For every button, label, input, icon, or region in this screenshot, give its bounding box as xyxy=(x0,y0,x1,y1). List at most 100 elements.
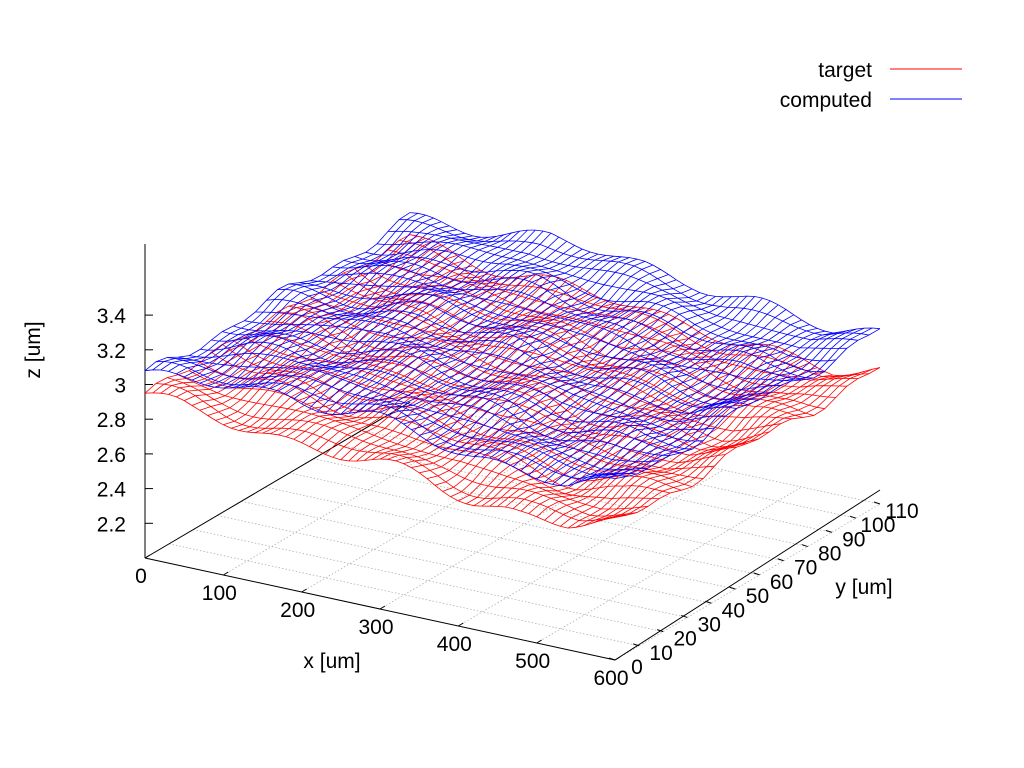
y-tick-label: 60 xyxy=(770,571,793,594)
mesh-line-computed xyxy=(497,297,763,461)
y-tick-label: 20 xyxy=(674,628,697,651)
y-tick-label: 100 xyxy=(860,514,895,537)
grid-line-x xyxy=(614,503,881,661)
mesh-line-target xyxy=(356,304,622,462)
z-axis-label: z [um] xyxy=(22,321,45,378)
mesh-line-target xyxy=(262,275,528,434)
mesh-line-target xyxy=(364,306,630,461)
y-tick-label: 40 xyxy=(722,599,745,622)
mesh-line-computed xyxy=(364,257,630,412)
mesh-line-computed xyxy=(614,328,881,479)
mesh-line-target xyxy=(614,367,881,518)
y-tick-mark xyxy=(825,529,832,533)
mesh-line-computed xyxy=(473,296,740,457)
mesh-line-target xyxy=(215,269,481,421)
x-tick-label: 500 xyxy=(515,650,550,673)
x-tick-mark xyxy=(301,588,307,593)
z-tick-label: 3 xyxy=(114,375,126,398)
y-tick-mark xyxy=(801,544,808,548)
mesh-line-computed xyxy=(489,296,755,459)
mesh-line-target xyxy=(575,375,841,528)
y-tick-label: 10 xyxy=(649,642,672,665)
mesh-line-computed xyxy=(607,327,873,478)
mesh-line-computed xyxy=(458,296,724,455)
z-tick-label: 2.2 xyxy=(97,513,126,536)
mesh-line-computed xyxy=(238,234,505,388)
mesh-line-target xyxy=(176,244,442,398)
grid-line-x xyxy=(379,452,646,610)
mesh-line-computed xyxy=(409,212,881,334)
mesh-line-computed xyxy=(293,236,560,400)
mesh-line-computed xyxy=(184,225,450,378)
mesh-line-computed xyxy=(512,304,779,467)
y-tick-label: 90 xyxy=(842,528,865,551)
mesh-line-target xyxy=(419,322,685,474)
mesh-line-computed xyxy=(340,255,606,415)
legend-label-target: target xyxy=(818,59,872,82)
mesh-line-computed xyxy=(332,253,599,415)
x-tick-mark xyxy=(144,554,151,559)
mesh-line-computed xyxy=(176,221,442,375)
mesh-line-computed xyxy=(442,294,708,450)
y-tick-label: 80 xyxy=(818,543,841,566)
mesh-line-target xyxy=(426,326,693,479)
mesh-line-computed xyxy=(426,288,693,441)
x-axis-label: x [um] xyxy=(303,650,360,673)
grid-line-x xyxy=(458,469,724,627)
surface-computed xyxy=(144,212,881,487)
x-tick-mark xyxy=(458,622,464,627)
mesh-line-computed xyxy=(152,212,419,371)
mesh-line-target xyxy=(505,344,771,508)
z-tick-label: 3.4 xyxy=(97,305,127,328)
mesh-line-computed xyxy=(144,212,411,372)
grid-line-y xyxy=(361,429,832,533)
mesh-line-computed xyxy=(505,300,771,464)
mesh-line-computed xyxy=(395,269,661,420)
mesh-line-computed xyxy=(231,236,497,389)
mesh-line-computed xyxy=(285,232,552,395)
mesh-line-target xyxy=(332,296,599,458)
grid-line-y xyxy=(241,500,712,604)
mesh-line-target xyxy=(152,235,418,394)
mesh-line-target xyxy=(301,280,567,444)
mesh-line-computed xyxy=(168,217,434,372)
surfaces xyxy=(144,212,881,529)
mesh-line-computed xyxy=(403,274,669,425)
x-tick-mark xyxy=(379,605,386,610)
grid-line-x xyxy=(223,418,489,576)
mesh-line-computed xyxy=(309,245,575,409)
y-tick-mark xyxy=(632,643,640,647)
y-tick-mark xyxy=(681,614,688,618)
mesh-line-computed xyxy=(200,341,671,456)
mesh-line-target xyxy=(231,275,497,429)
mesh-line-computed xyxy=(332,264,803,381)
mesh-line-target xyxy=(324,292,591,455)
mesh-line-target xyxy=(497,343,763,507)
y-tick-label: 70 xyxy=(794,557,817,580)
y-axis-line xyxy=(614,489,881,661)
grid-line-x xyxy=(536,486,802,644)
mesh-line-computed xyxy=(317,248,583,412)
mesh-line-computed xyxy=(481,295,748,458)
mesh-line-computed xyxy=(215,236,481,388)
y-tick-label: 50 xyxy=(746,585,769,608)
y-tick-mark xyxy=(849,515,857,519)
mesh-line-computed xyxy=(324,251,591,414)
y-tick-mark xyxy=(753,572,760,576)
mesh-line-computed xyxy=(262,229,528,388)
mesh-line-computed xyxy=(434,292,700,446)
x-tick-label: 200 xyxy=(280,599,315,622)
mesh-line-computed xyxy=(466,296,732,456)
mesh-line-computed xyxy=(254,230,520,387)
mesh-line-target xyxy=(599,371,865,522)
legend: target computed xyxy=(780,59,962,112)
grid-line-x xyxy=(301,435,567,593)
mesh-line-computed xyxy=(270,229,536,389)
mesh-line-target xyxy=(160,237,426,394)
y-tick-mark xyxy=(705,600,712,604)
x-tick-label: 600 xyxy=(593,667,628,690)
mesh-line-computed xyxy=(411,279,677,430)
mesh-line-computed xyxy=(301,240,567,405)
